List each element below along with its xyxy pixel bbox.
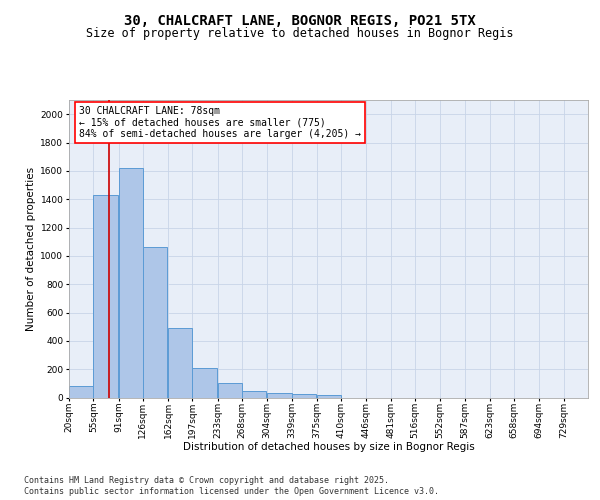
X-axis label: Distribution of detached houses by size in Bognor Regis: Distribution of detached houses by size … [182,442,475,452]
Bar [317,394,341,398]
Bar [69,386,94,398]
Text: Size of property relative to detached houses in Bognor Regis: Size of property relative to detached ho… [86,28,514,40]
Text: Contains HM Land Registry data © Crown copyright and database right 2025.: Contains HM Land Registry data © Crown c… [24,476,389,485]
Bar [267,392,292,398]
Bar [94,195,118,398]
Bar [168,328,193,398]
Bar [242,391,266,398]
Bar [292,394,316,398]
Bar [193,368,217,398]
Text: Contains public sector information licensed under the Open Government Licence v3: Contains public sector information licen… [24,488,439,496]
Text: 30, CHALCRAFT LANE, BOGNOR REGIS, PO21 5TX: 30, CHALCRAFT LANE, BOGNOR REGIS, PO21 5… [124,14,476,28]
Bar [119,168,143,398]
Bar [143,248,167,398]
Text: 30 CHALCRAFT LANE: 78sqm
← 15% of detached houses are smaller (775)
84% of semi-: 30 CHALCRAFT LANE: 78sqm ← 15% of detach… [79,106,361,139]
Y-axis label: Number of detached properties: Number of detached properties [26,166,36,331]
Bar [218,382,242,398]
